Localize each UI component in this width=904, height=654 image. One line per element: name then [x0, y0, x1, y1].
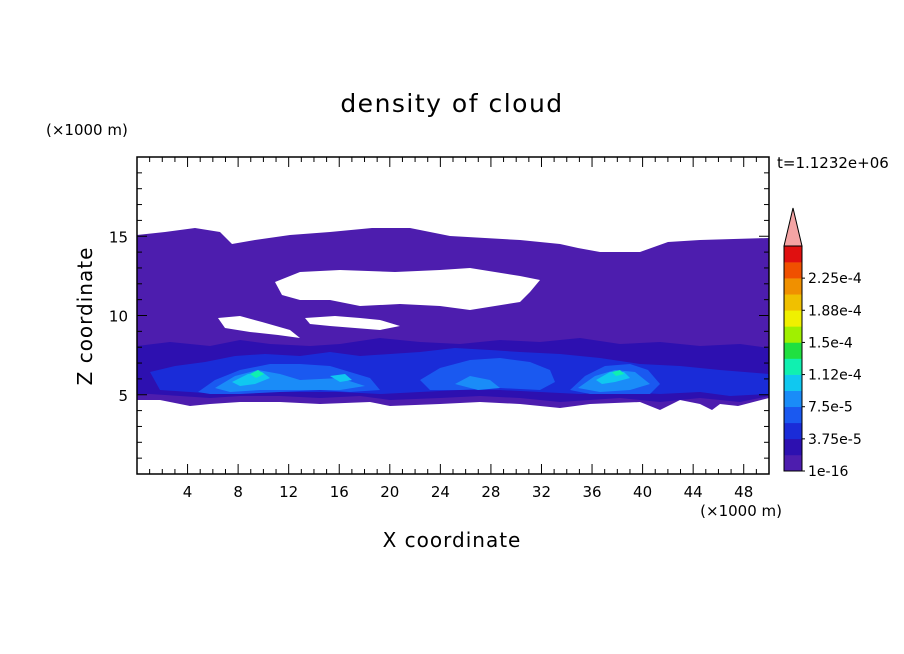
colorbar: 1e-16 3.75e-5 7.5e-5 1.12e-4 1.5e-4 1.88e-4 2.…	[783, 207, 862, 480]
y-axis-label: Z coordinate	[73, 247, 97, 386]
colorbar-swatch	[784, 406, 802, 424]
cloud-region-level4	[455, 376, 500, 390]
x-axis-ticks: 4 8 12 16 20 24 28 32 36 40 44 48	[149, 157, 757, 501]
cloud-gap	[218, 316, 300, 338]
colorbar-label: 1.5e-4	[808, 335, 853, 351]
cloud-region-level3	[420, 358, 555, 390]
x-unit-label: (×1000 m)	[700, 502, 782, 520]
colorbar-label: 1.88e-4	[808, 303, 862, 319]
x-tick-label: 8	[233, 483, 243, 501]
cloud-gap	[305, 316, 400, 330]
colorbar-label: 1.12e-4	[808, 368, 862, 384]
colorbar-label: 1e-16	[808, 464, 848, 480]
x-tick-label: 32	[532, 483, 551, 501]
x-tick-label: 20	[380, 483, 399, 501]
y-tick-label: 10	[109, 308, 128, 326]
cloud-peak-level6	[250, 370, 264, 378]
x-axis-label: X coordinate	[383, 528, 522, 552]
time-label: t=1.1232e+06	[777, 154, 889, 172]
colorbar-swatch	[784, 358, 802, 375]
x-tick-label: 16	[330, 483, 349, 501]
colorbar-swatch	[784, 278, 802, 295]
colorbar-label: 7.5e-5	[808, 400, 853, 416]
y-tick-label: 15	[109, 228, 128, 246]
colorbar-swatch	[784, 294, 802, 311]
colorbar-swatch	[784, 342, 802, 359]
colorbar-label: 3.75e-5	[808, 432, 862, 448]
cloud-peak-level5	[330, 374, 352, 382]
x-tick-label: 12	[279, 483, 298, 501]
y-axis-ticks: 5 10 15	[109, 172, 769, 459]
colorbar-swatch	[784, 390, 802, 408]
colorbar-extend-arrow	[783, 207, 803, 247]
chart-title: density of cloud	[340, 89, 563, 118]
x-tick-label: 48	[734, 483, 753, 501]
colorbar-swatch	[784, 438, 802, 456]
colorbar-frame	[783, 245, 803, 472]
x-tick-label: 40	[633, 483, 652, 501]
x-tick-label: 24	[431, 483, 450, 501]
x-tick-label: 44	[684, 483, 703, 501]
x-tick-label: 28	[481, 483, 500, 501]
colorbar-label: 2.25e-4	[808, 271, 862, 287]
x-tick-label: 36	[582, 483, 601, 501]
cloud-density-field	[137, 228, 769, 410]
colorbar-swatch	[784, 310, 802, 327]
y-unit-label: (×1000 m)	[46, 121, 128, 139]
cloud-gap	[275, 268, 540, 310]
colorbar-swatch	[784, 422, 802, 440]
cloud-peak-level6	[612, 370, 624, 376]
colorbar-swatch	[784, 374, 802, 391]
colorbar-swatch	[784, 454, 802, 472]
cloud-peak-level5	[596, 372, 630, 384]
colorbar-swatch	[784, 246, 802, 263]
colorbar-swatch	[784, 262, 802, 279]
colorbar-swatch	[784, 326, 802, 343]
x-tick-label: 4	[183, 483, 193, 501]
y-tick-label: 5	[118, 387, 128, 405]
